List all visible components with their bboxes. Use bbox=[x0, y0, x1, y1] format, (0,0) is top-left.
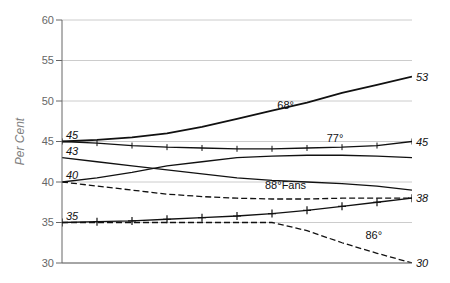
svg-text:77°: 77° bbox=[327, 132, 344, 144]
svg-text:40: 40 bbox=[66, 169, 79, 181]
svg-text:38: 38 bbox=[416, 192, 429, 204]
svg-text:55: 55 bbox=[42, 54, 54, 66]
svg-text:88°Fans: 88°Fans bbox=[265, 179, 307, 191]
svg-text:40: 40 bbox=[42, 176, 54, 188]
svg-text:30: 30 bbox=[416, 257, 429, 269]
svg-text:45: 45 bbox=[66, 129, 79, 141]
svg-text:60: 60 bbox=[42, 14, 54, 26]
svg-text:35: 35 bbox=[66, 210, 79, 222]
svg-text:50: 50 bbox=[42, 95, 54, 107]
svg-text:45: 45 bbox=[416, 136, 429, 148]
svg-text:53: 53 bbox=[416, 71, 429, 83]
svg-text:35: 35 bbox=[42, 216, 54, 228]
svg-text:45: 45 bbox=[42, 135, 54, 147]
svg-text:30: 30 bbox=[42, 257, 54, 269]
svg-text:Per Cent: Per Cent bbox=[13, 117, 27, 165]
svg-text:43: 43 bbox=[66, 145, 79, 157]
svg-text:86°: 86° bbox=[366, 229, 383, 241]
svg-text:68°: 68° bbox=[277, 99, 294, 111]
